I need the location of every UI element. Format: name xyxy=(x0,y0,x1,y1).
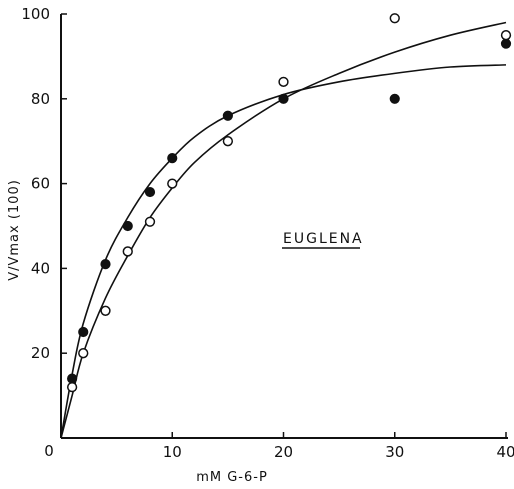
y-tick-label: 100 xyxy=(21,5,50,23)
data-point-open-circle xyxy=(278,76,289,87)
data-point-filled-circle xyxy=(278,93,289,104)
data-point-open-circle xyxy=(66,381,78,393)
data-point-filled-circle xyxy=(389,93,400,104)
y-axis-title: V/Vmax (100) xyxy=(7,179,22,281)
x-tick-label: 40 xyxy=(496,443,514,461)
data-point-open-circle xyxy=(100,305,111,316)
data-point-filled-circle xyxy=(144,186,156,198)
data-point-filled-circle xyxy=(122,220,133,232)
fit-curves xyxy=(60,21,507,439)
fit-curve-filled-circle xyxy=(60,64,507,439)
data-point-filled-circle xyxy=(100,259,111,270)
data-point-open-circle xyxy=(222,136,234,147)
data-point-open-circle xyxy=(122,246,133,257)
data-point-filled-circle xyxy=(500,38,512,49)
data-point-open-circle xyxy=(167,178,178,189)
annotation-group: EUGLENA xyxy=(282,231,364,249)
x-axis-title: mM G-6-P xyxy=(196,470,268,485)
fit-curve-open-circle xyxy=(60,21,507,439)
data-point-filled-circle xyxy=(167,153,178,164)
ticks: 10 20 30 40 20 40 60 80 100 xyxy=(21,5,514,461)
x-tick-label: 10 xyxy=(163,443,182,461)
annotation-euglena: EUGLENA xyxy=(283,231,364,247)
y-tick-label: 20 xyxy=(31,344,50,362)
data-point-filled-circle xyxy=(67,373,78,384)
data-point-filled-circle xyxy=(222,110,233,121)
x-tick-label: 20 xyxy=(274,443,293,461)
data-point-filled-circle xyxy=(78,326,89,338)
y-tick-label-origin: 0 xyxy=(44,442,54,460)
data-point-open-circle xyxy=(144,216,156,227)
x-tick-label: 30 xyxy=(385,443,404,461)
y-axis: 0 xyxy=(44,14,62,460)
data-point-open-circle xyxy=(500,30,512,41)
data-point-open-circle xyxy=(78,348,89,359)
y-tick-label: 60 xyxy=(31,175,50,193)
y-tick-label: 80 xyxy=(31,90,50,108)
data-point-open-circle xyxy=(389,13,400,24)
y-tick-label: 40 xyxy=(31,259,50,277)
data-points xyxy=(66,13,512,393)
